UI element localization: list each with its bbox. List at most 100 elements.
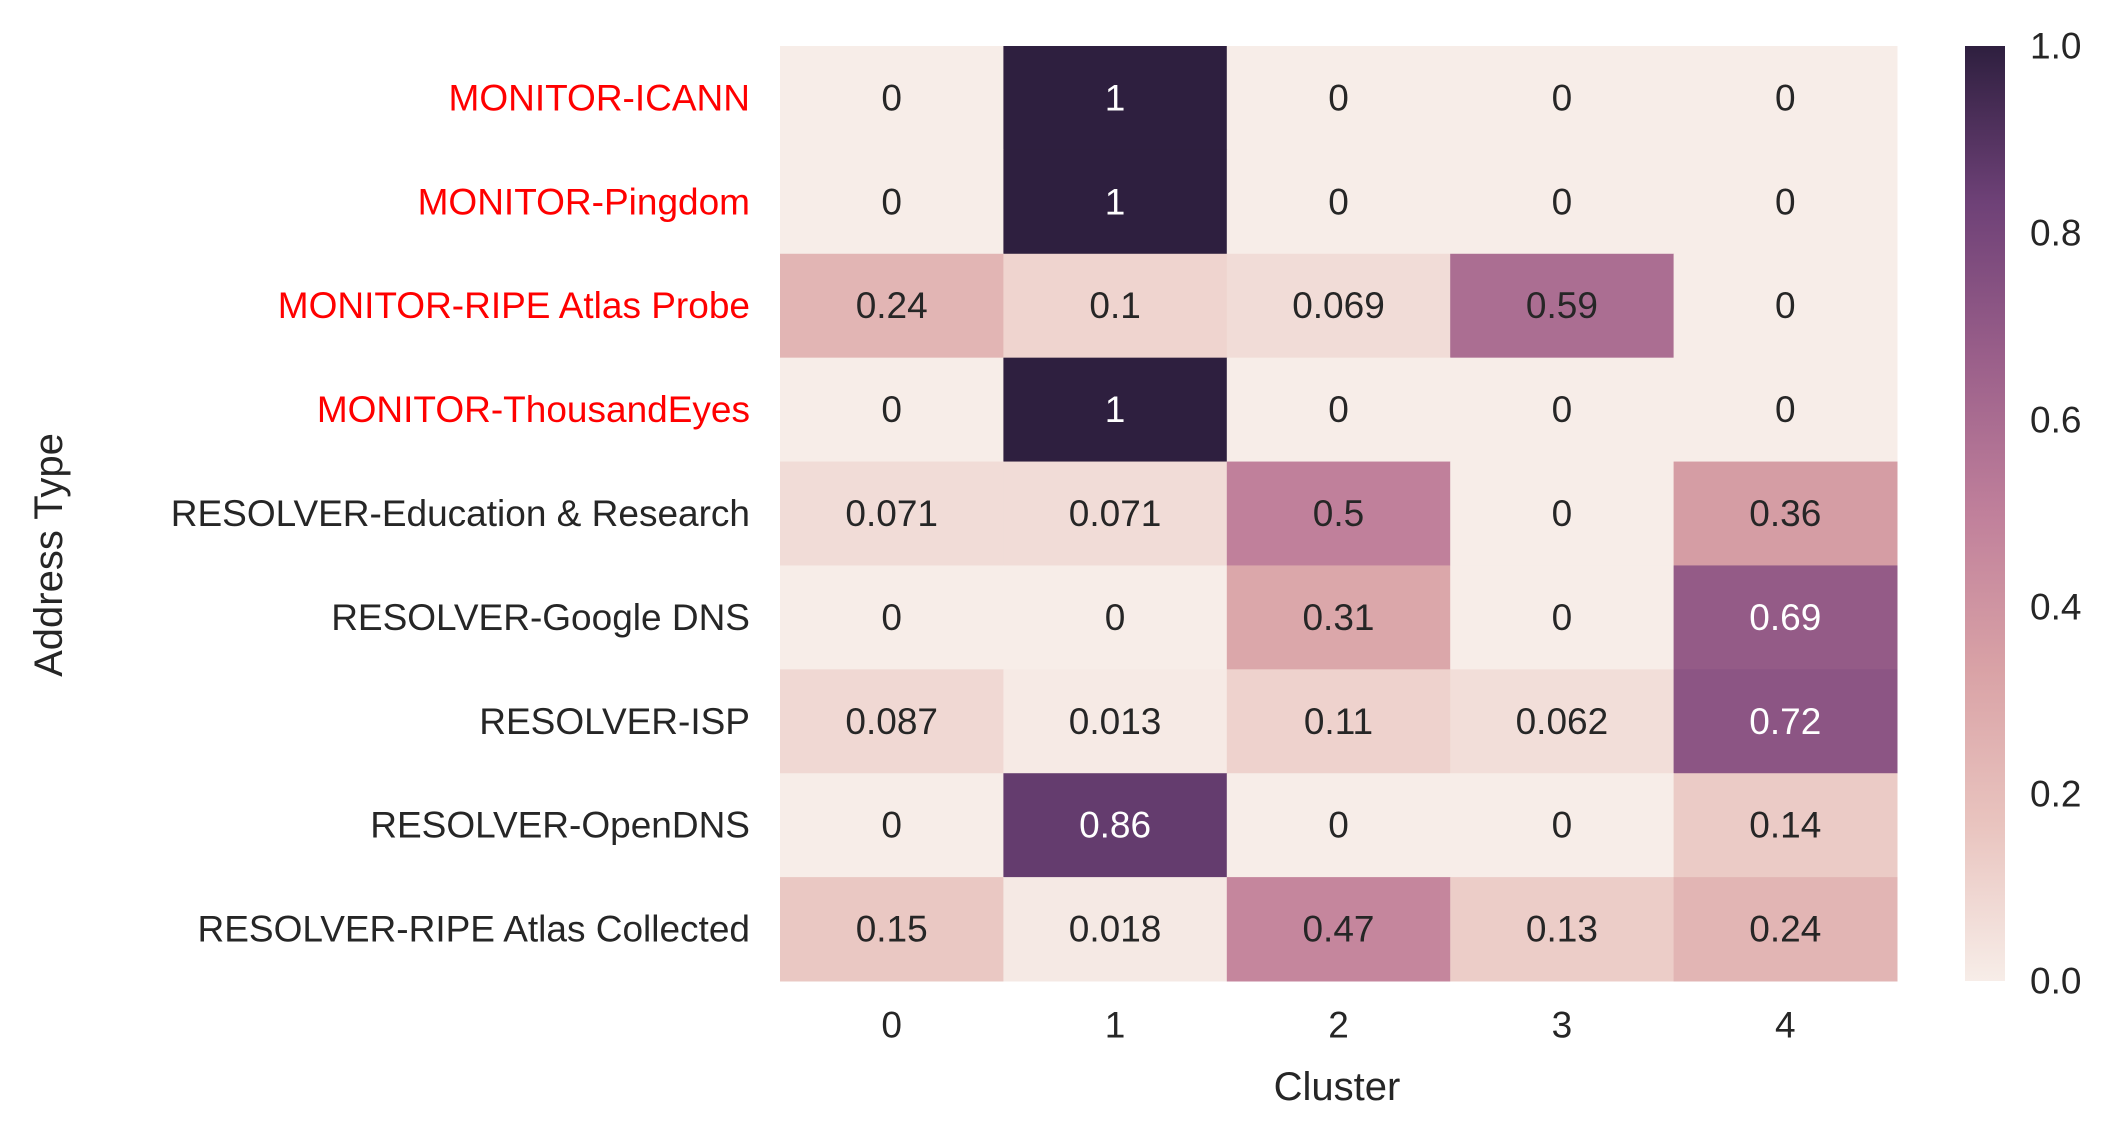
cell-value-label: 0.1 bbox=[1089, 285, 1140, 326]
heatmap-cell bbox=[780, 669, 1004, 774]
cell-value-label: 0.15 bbox=[856, 909, 928, 950]
heatmap-cell bbox=[1226, 253, 1451, 359]
cell-value-label: 0.071 bbox=[845, 493, 938, 534]
heatmap-cell bbox=[1673, 773, 1898, 878]
cell-value-label: 0 bbox=[881, 77, 902, 118]
cell-value-label: 0 bbox=[1552, 597, 1573, 638]
cell-value-label: 0.24 bbox=[856, 285, 928, 326]
heatmap-cell bbox=[780, 461, 1004, 566]
y-tick-label: RESOLVER-OpenDNS bbox=[370, 805, 750, 846]
cell-value-label: 0 bbox=[1775, 77, 1796, 118]
cell-value-label: 0.13 bbox=[1526, 909, 1598, 950]
cell-value-label: 0.087 bbox=[845, 701, 938, 742]
y-axis-label: Address Type bbox=[27, 433, 71, 677]
x-tick-labels: 0 1 2 3 4 bbox=[881, 1005, 1795, 1046]
cell-value-label: 0 bbox=[1552, 181, 1573, 222]
heatmap-cell bbox=[1673, 253, 1898, 359]
x-tick-label: 2 bbox=[1328, 1005, 1349, 1046]
heatmap-cell bbox=[780, 773, 1004, 878]
cell-value-label: 0.062 bbox=[1516, 701, 1609, 742]
cell-value-label: 0 bbox=[1552, 805, 1573, 846]
y-tick-labels: MONITOR-ICANN MONITOR-Pingdom MONITOR-RIPE… bbox=[171, 77, 750, 949]
heatmap-cell bbox=[780, 357, 1004, 463]
colorbar-tick-label: 0.2 bbox=[2030, 774, 2081, 815]
y-tick-label: RESOLVER-Google DNS bbox=[331, 597, 750, 638]
y-tick-label: RESOLVER-RIPE Atlas Collected bbox=[198, 909, 750, 950]
cell-value-label: 0 bbox=[1552, 389, 1573, 430]
cell-value-label: 0.86 bbox=[1079, 805, 1151, 846]
heatmap-cell bbox=[1003, 461, 1228, 566]
cell-value-label: 0.47 bbox=[1302, 909, 1374, 950]
heatmap-cell bbox=[1003, 669, 1228, 774]
heatmap-cell bbox=[1673, 149, 1898, 255]
cell-value-label: 0 bbox=[881, 805, 902, 846]
heatmap-cell bbox=[780, 877, 1004, 982]
x-tick-label: 3 bbox=[1552, 1005, 1573, 1046]
cell-value-label: 0.5 bbox=[1313, 493, 1364, 534]
heatmap-cell bbox=[1450, 565, 1675, 670]
cell-value-label: 0 bbox=[1775, 389, 1796, 430]
cell-value-label: 0 bbox=[881, 389, 902, 430]
cell-value-label: 0.11 bbox=[1304, 701, 1373, 742]
cell-value-label: 0 bbox=[1552, 493, 1573, 534]
heatmap-cell bbox=[1450, 669, 1675, 774]
cell-value-label: 0 bbox=[1775, 285, 1796, 326]
cell-value-label: 0 bbox=[1775, 181, 1796, 222]
heatmap-cell bbox=[1673, 357, 1898, 463]
cell-value-label: 0.59 bbox=[1526, 285, 1598, 326]
heatmap-cell bbox=[1003, 877, 1228, 982]
y-tick-label: MONITOR-Pingdom bbox=[418, 181, 750, 222]
heatmap-cell bbox=[780, 149, 1004, 255]
heatmap-cell bbox=[1450, 149, 1675, 255]
cell-value-label: 0.14 bbox=[1749, 805, 1821, 846]
heatmap-cell bbox=[1003, 565, 1228, 670]
colorbar bbox=[1965, 46, 2005, 981]
heatmap-cell bbox=[1450, 773, 1675, 878]
heatmap-cells bbox=[780, 46, 1898, 982]
heatmap-cell bbox=[1673, 669, 1898, 774]
y-tick-label: RESOLVER-ISP bbox=[479, 701, 750, 742]
heatmap-cell bbox=[1003, 149, 1228, 255]
colorbar-tick-label: 1.0 bbox=[2030, 26, 2081, 67]
heatmap-cell bbox=[1226, 149, 1451, 255]
heatmap-cell-labels: 0 1 0 0 0 0 1 0 0 0 0.24 0.1 0.069 0.59 0 0 1 0 0 0 0.071 0.0… bbox=[845, 77, 1821, 949]
heatmap-cell bbox=[1226, 565, 1451, 670]
cell-value-label: 0 bbox=[881, 597, 902, 638]
heatmap-cell bbox=[1673, 565, 1898, 670]
cell-value-label: 0 bbox=[1552, 77, 1573, 118]
heatmap-cell bbox=[1226, 46, 1451, 151]
heatmap-cell bbox=[1450, 877, 1675, 982]
cell-value-label: 0.018 bbox=[1069, 909, 1162, 950]
heatmap-cell bbox=[1673, 461, 1898, 566]
heatmap-cell bbox=[780, 565, 1004, 670]
heatmap-cell bbox=[1450, 253, 1675, 359]
cell-value-label: 0 bbox=[1328, 805, 1349, 846]
heatmap-cell bbox=[1450, 46, 1675, 151]
heatmap-cell bbox=[1226, 357, 1451, 463]
heatmap-cell bbox=[1003, 773, 1228, 878]
cell-value-label: 0.069 bbox=[1292, 285, 1385, 326]
cell-value-label: 0.72 bbox=[1749, 701, 1821, 742]
heatmap-cell bbox=[1226, 669, 1451, 774]
heatmap-cell bbox=[1003, 253, 1228, 359]
cell-value-label: 1 bbox=[1105, 181, 1126, 222]
cell-value-label: 0 bbox=[1328, 77, 1349, 118]
cell-value-label: 0.24 bbox=[1749, 909, 1821, 950]
heatmap-cell bbox=[1226, 877, 1451, 982]
colorbar-tick-labels: 0.0 0.2 0.4 0.6 0.8 1.0 bbox=[2030, 26, 2081, 1002]
y-tick-label: MONITOR-RIPE Atlas Probe bbox=[278, 285, 750, 326]
colorbar-tick-label: 0.4 bbox=[2030, 587, 2081, 628]
colorbar-tick-label: 0.6 bbox=[2030, 400, 2081, 441]
cell-value-label: 0 bbox=[1328, 181, 1349, 222]
x-axis-label: Cluster bbox=[1274, 1065, 1401, 1109]
colorbar-tick-label: 0.8 bbox=[2030, 213, 2081, 254]
cell-value-label: 0.013 bbox=[1069, 701, 1162, 742]
colorbar-tick-label: 0.0 bbox=[2030, 961, 2081, 1002]
cell-value-label: 0.69 bbox=[1749, 597, 1821, 638]
heatmap-cell bbox=[1003, 46, 1228, 151]
heatmap-cell bbox=[780, 46, 1004, 151]
heatmap-cell bbox=[780, 253, 1004, 359]
heatmap-cell bbox=[1673, 877, 1898, 982]
